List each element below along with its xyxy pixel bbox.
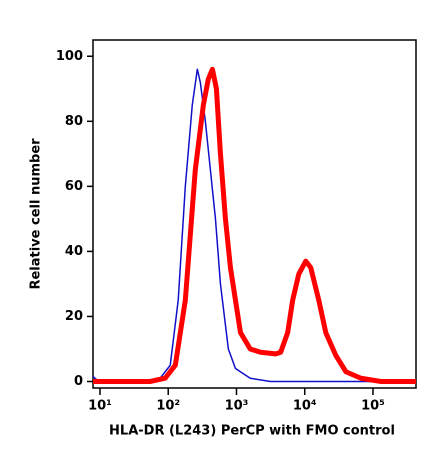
x-axis-label: HLA-DR (L243) PerCP with FMO control: [109, 424, 395, 439]
y-tick-label: 80: [65, 114, 83, 129]
plot-frame: [92, 39, 417, 389]
y-tick-label: 40: [65, 244, 83, 259]
x-tick-label: 10³: [225, 399, 249, 414]
x-tick-label: 10²: [156, 399, 180, 414]
x-tick-label: 10⁵: [361, 399, 385, 414]
y-axis-label: Relative cell number: [29, 138, 44, 290]
histogram-line: [92, 68, 416, 383]
y-tick-label: 20: [65, 309, 83, 324]
x-tick-label: 10¹: [88, 399, 112, 414]
y-tick-label: 100: [56, 49, 83, 64]
y-tick-label: 0: [74, 374, 83, 389]
x-tick-label: 10⁴: [293, 399, 317, 414]
y-tick-label: 60: [65, 179, 83, 194]
histogram-line: [93, 66, 416, 384]
